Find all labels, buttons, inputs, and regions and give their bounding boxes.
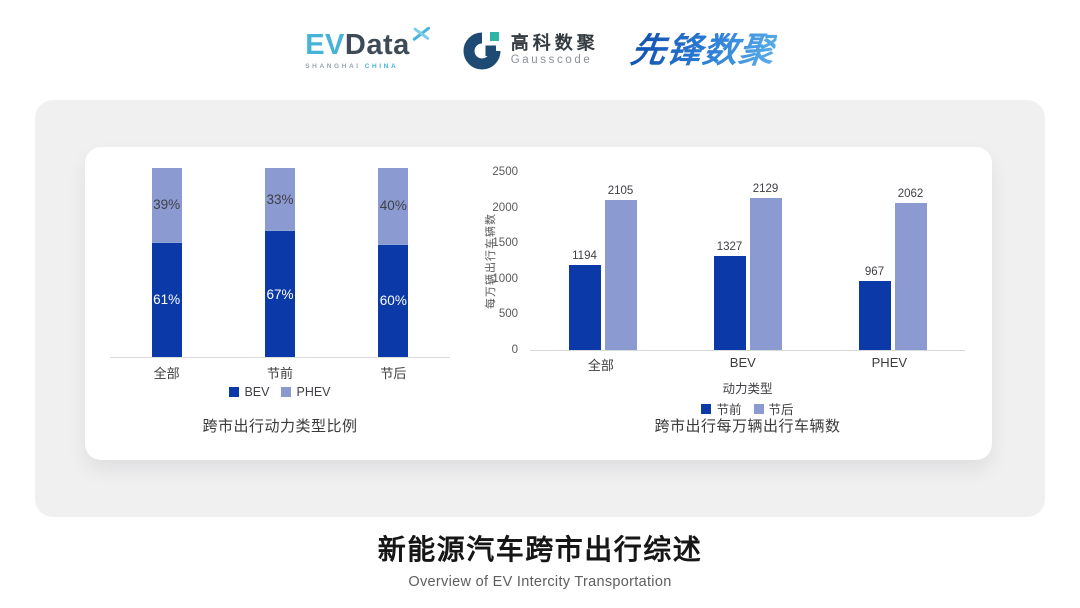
legend-label: 节前 bbox=[716, 403, 742, 417]
segment-bev: 60% bbox=[378, 243, 409, 357]
evdata-china-text: CHINA bbox=[364, 62, 399, 70]
segment-value-label: 39% bbox=[153, 197, 181, 213]
stacked-bar: 40% 60% bbox=[378, 168, 409, 357]
footer: 新能源汽车跨市出行综述 Overview of EV Intercity Tra… bbox=[0, 528, 1080, 590]
segment-bev: 67% bbox=[264, 230, 295, 357]
evdata-logo: EV Data SHANGHAI CHINA bbox=[305, 26, 431, 70]
right-chart-legend: 节前 节后 bbox=[530, 399, 965, 418]
y-tick-label: 0 bbox=[511, 344, 518, 356]
bar: 1194 bbox=[568, 172, 601, 350]
segment-bev: 61% bbox=[151, 241, 182, 357]
right-plot: 1194 2105 1327 2129 967 2062 bbox=[530, 172, 965, 351]
stacked-bar-chart: 39% 61% 33% 67% 40% 60% 全部 节前 节后 BEV PHEV 跨市出行动力… bbox=[85, 147, 460, 460]
stacked-bar: 39% 61% bbox=[151, 168, 182, 357]
bar-rect bbox=[568, 265, 601, 350]
legend-swatch bbox=[281, 387, 292, 397]
bar-rect bbox=[604, 200, 637, 350]
right-chart-title: 跨市出行每万辆出行车辆数 bbox=[654, 418, 841, 435]
category-label: 节后 bbox=[380, 366, 407, 381]
category-label: PHEV bbox=[871, 355, 908, 370]
segment-phev: 39% bbox=[151, 168, 182, 242]
bar-group: 1194 2105 bbox=[568, 172, 637, 350]
segment-value-label: 33% bbox=[266, 191, 294, 207]
segment-value-label: 60% bbox=[379, 293, 407, 309]
bar-value-label: 1327 bbox=[716, 240, 743, 253]
left-chart-legend: BEV PHEV bbox=[110, 385, 450, 399]
gausscode-en-text: Gausscode bbox=[510, 53, 593, 66]
bar: 1327 bbox=[713, 172, 746, 350]
segment-phev: 40% bbox=[378, 168, 409, 244]
bar-rect bbox=[858, 281, 891, 350]
evdata-subtitle: SHANGHAI CHINA bbox=[305, 63, 398, 70]
bar: 2105 bbox=[604, 172, 637, 350]
bar: 2129 bbox=[749, 172, 782, 350]
category-label: 全部 bbox=[153, 366, 180, 381]
legend-item: 节后 bbox=[753, 399, 794, 418]
bar-value-label: 2129 bbox=[752, 183, 779, 196]
y-tick-label: 2500 bbox=[492, 166, 518, 178]
bar-group: 1327 2129 bbox=[713, 172, 782, 350]
left-chart-categories: 全部 节前 节后 bbox=[110, 363, 450, 382]
gausscode-g-icon bbox=[463, 30, 503, 70]
left-chart-title: 跨市出行动力类型比例 bbox=[202, 418, 358, 435]
bar-value-label: 1194 bbox=[572, 250, 597, 262]
stacked-bar: 33% 67% bbox=[264, 168, 295, 357]
xianfeng-logo: 先锋数聚 bbox=[628, 30, 778, 70]
y-tick-label: 500 bbox=[498, 308, 518, 321]
legend-label: PHEV bbox=[296, 385, 331, 399]
grouped-bar-chart: 每万辆出行车辆数 2500 2000 1500 1000 500 0 1194 2105 13… bbox=[460, 147, 992, 460]
right-yticks: 2500 2000 1500 1000 500 0 bbox=[460, 166, 518, 356]
page-subtitle: Overview of EV Intercity Transportation bbox=[408, 574, 672, 590]
page-title: 新能源汽车跨市出行综述 bbox=[377, 534, 703, 565]
legend-item: PHEV bbox=[281, 385, 331, 399]
charts-card: 39% 61% 33% 67% 40% 60% 全部 节前 节后 BEV PHEV 跨市出行动力… bbox=[85, 147, 992, 460]
category-label: 节前 bbox=[266, 366, 293, 381]
bar-rect bbox=[749, 198, 782, 350]
legend-item: 节前 bbox=[701, 399, 742, 418]
segment-value-label: 40% bbox=[379, 198, 407, 214]
bar-rect bbox=[713, 255, 746, 350]
legend-swatch bbox=[229, 387, 240, 397]
legend-item: BEV bbox=[229, 385, 269, 399]
gausscode-logo: 高科数聚 Gausscode bbox=[463, 30, 599, 70]
bar-value-label: 2105 bbox=[607, 185, 634, 198]
evdata-ev-text: EV bbox=[305, 28, 345, 61]
gray-panel: 39% 61% 33% 67% 40% 60% 全部 节前 节后 BEV PHEV 跨市出行动力… bbox=[35, 100, 1045, 517]
y-tick-label: 1500 bbox=[492, 237, 518, 250]
evdata-data-text: Data bbox=[344, 28, 410, 61]
legend-label: 节后 bbox=[768, 403, 794, 417]
bar: 967 bbox=[858, 172, 891, 350]
legend-swatch bbox=[753, 403, 764, 414]
logo-bar: EV Data SHANGHAI CHINA 高科数聚 Gausscode 先锋数聚 bbox=[0, 22, 1080, 78]
y-tick-label: 2000 bbox=[492, 201, 518, 214]
left-bars: 39% 61% 33% 67% 40% 60% bbox=[110, 168, 450, 358]
propeller-x-icon bbox=[412, 26, 430, 41]
bar-value-label: 2062 bbox=[897, 188, 924, 201]
bar: 2062 bbox=[894, 172, 927, 350]
segment-phev: 33% bbox=[264, 168, 295, 231]
bar-value-label: 967 bbox=[864, 266, 885, 279]
category-label: BEV bbox=[729, 355, 756, 370]
category-label: 全部 bbox=[587, 358, 614, 373]
bar-rect bbox=[894, 203, 927, 350]
gausscode-cn-text: 高科数聚 bbox=[510, 33, 599, 54]
legend-label: BEV bbox=[244, 385, 270, 399]
bar-group: 967 2062 bbox=[858, 172, 927, 350]
segment-value-label: 67% bbox=[266, 286, 294, 302]
x-axis-label: 动力类型 bbox=[722, 382, 773, 396]
legend-swatch bbox=[701, 403, 712, 414]
y-tick-label: 1000 bbox=[492, 272, 518, 285]
segment-value-label: 61% bbox=[153, 292, 181, 308]
evdata-shanghai-text: SHANGHAI bbox=[305, 62, 361, 70]
right-chart-categories: 全部 BEV PHEV bbox=[530, 355, 965, 374]
